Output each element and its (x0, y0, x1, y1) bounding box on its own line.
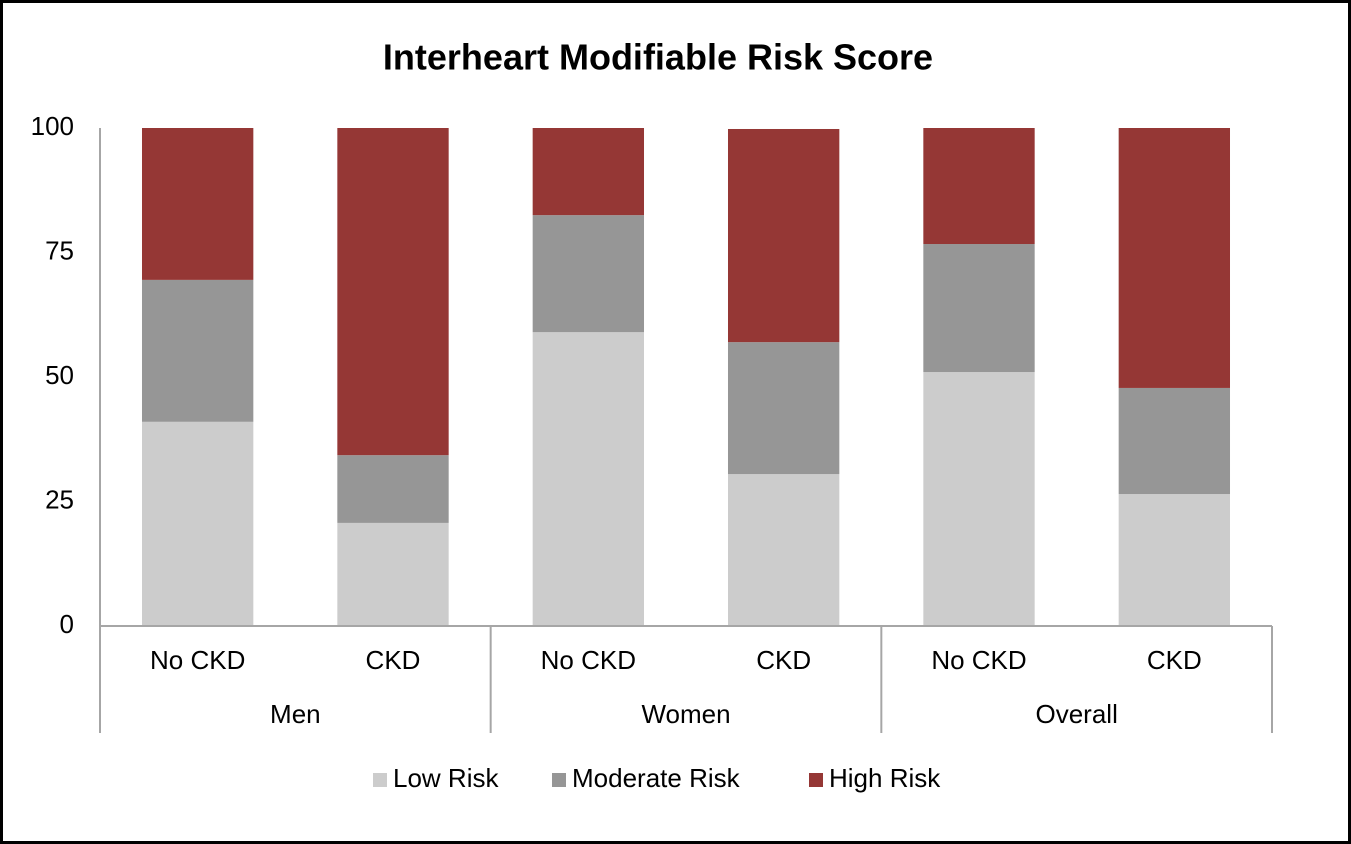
group-label: Overall (1035, 699, 1117, 729)
bar-segment (337, 455, 449, 523)
bar-segment (337, 128, 449, 456)
bar-segment (141, 279, 254, 422)
legend-label: Low Risk (393, 763, 499, 793)
y-tick-label: 100 (31, 111, 74, 141)
x-tick-label: CKD (366, 645, 421, 675)
bar-segment (923, 372, 1035, 626)
legend-swatch (373, 773, 387, 787)
legend-swatch (809, 773, 823, 787)
x-tick-label: CKD (1147, 645, 1202, 675)
bar-segment (141, 421, 254, 626)
chart-title: Interheart Modifiable Risk Score (383, 37, 933, 78)
bar-segment (532, 128, 645, 216)
legend-label: Moderate Risk (572, 763, 741, 793)
bar-segment (923, 244, 1035, 373)
bar-segment (532, 215, 645, 333)
bar-segment (727, 342, 840, 475)
legend-swatch (552, 773, 566, 787)
legend-label: High Risk (829, 763, 941, 793)
group-label: Men (270, 699, 321, 729)
x-tick-label: No CKD (931, 645, 1026, 675)
bar-segment (141, 128, 254, 280)
bar-segment (1118, 494, 1231, 626)
y-tick-label: 25 (45, 484, 74, 514)
bar-segment (923, 128, 1035, 245)
y-tick-label: 75 (45, 235, 74, 265)
bar-segment (727, 128, 840, 343)
bar-segment (532, 332, 645, 626)
bar-segment (337, 522, 449, 626)
bar-segment (727, 474, 840, 626)
x-tick-label: CKD (756, 645, 811, 675)
x-tick-label: No CKD (150, 645, 245, 675)
bar-segment (1118, 387, 1231, 495)
group-label: Women (641, 699, 730, 729)
y-tick-label: 0 (60, 609, 74, 639)
x-tick-label: No CKD (541, 645, 636, 675)
bar-segment (1118, 128, 1231, 388)
y-tick-label: 50 (45, 360, 74, 390)
